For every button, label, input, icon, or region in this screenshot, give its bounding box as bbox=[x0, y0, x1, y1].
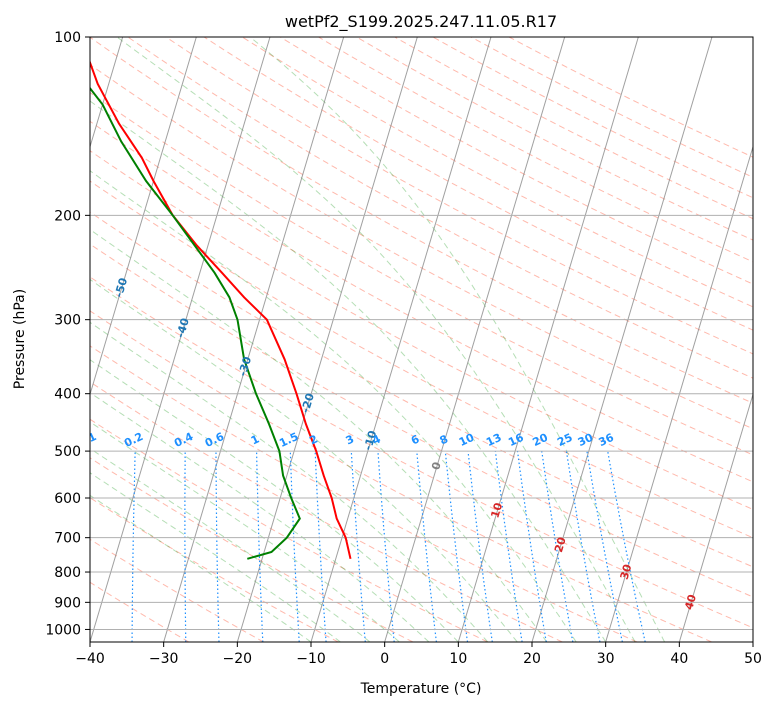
isotherm-line bbox=[310, 37, 492, 642]
isotherm-line bbox=[531, 37, 713, 642]
y-tick-label: 500 bbox=[54, 444, 81, 460]
x-tick-label: 50 bbox=[744, 651, 762, 667]
mixing-ratio-label: 20 bbox=[531, 431, 551, 449]
y-axis-label: Pressure (hPa) bbox=[12, 289, 28, 389]
warm-isotherm-label: 0 bbox=[429, 460, 444, 471]
x-tick-label: −40 bbox=[75, 651, 105, 667]
isotherm-label: -40 bbox=[174, 316, 192, 339]
isotherm-line bbox=[605, 145, 753, 642]
isotherm-line bbox=[90, 37, 197, 397]
isotherm-line bbox=[90, 37, 124, 149]
chart-title: wetPf2_S199.2025.247.11.05.R17 bbox=[285, 12, 557, 32]
moist-adiabat bbox=[90, 100, 607, 642]
moist-adiabat bbox=[90, 472, 341, 642]
dry-adiabat bbox=[90, 91, 753, 456]
mixing-ratio-label: 30 bbox=[576, 431, 596, 449]
x-tick-label: 40 bbox=[670, 651, 688, 667]
warm-isotherm-label: 40 bbox=[682, 593, 699, 612]
isopleth-labels: -100-90-80-70-60-50-40-30-20-10010203040… bbox=[75, 276, 699, 612]
mixing-ratio-label: 0.1 bbox=[75, 430, 98, 450]
dry-adiabat bbox=[90, 381, 563, 642]
moist-adiabat bbox=[90, 170, 577, 642]
mixing-ratio-line bbox=[607, 450, 646, 642]
y-tick-label: 400 bbox=[54, 387, 81, 403]
moist-adiabat bbox=[90, 392, 430, 642]
isotherm-label: -10 bbox=[361, 429, 379, 452]
warm-isotherm-label: 20 bbox=[552, 535, 569, 554]
dry-adiabat bbox=[90, 37, 753, 404]
x-tick-label: 10 bbox=[449, 651, 467, 667]
mixing-ratio-line bbox=[444, 451, 469, 642]
dry-adiabat bbox=[90, 276, 753, 629]
mixing-ratio-line bbox=[586, 450, 623, 642]
isotherm-line bbox=[163, 37, 345, 642]
mixing-ratio-line bbox=[494, 451, 523, 642]
y-tick-label: 200 bbox=[54, 208, 81, 224]
moist-adiabat bbox=[90, 278, 518, 642]
moist-adiabat bbox=[90, 447, 371, 642]
dry-adiabat bbox=[90, 211, 753, 568]
isotherm-label: -20 bbox=[299, 391, 317, 414]
moist-adiabat bbox=[90, 321, 489, 642]
x-tick-label: −20 bbox=[223, 651, 253, 667]
pressure-grid bbox=[90, 37, 753, 630]
dry-adiabat bbox=[90, 497, 339, 642]
isotherm-line bbox=[678, 392, 753, 642]
dewpoint-line bbox=[90, 86, 301, 560]
x-tick-label: 30 bbox=[597, 651, 615, 667]
background-lines bbox=[90, 37, 753, 642]
isotherm-label: -30 bbox=[236, 355, 254, 378]
isotherm-line bbox=[90, 37, 271, 642]
dry-adiabat bbox=[90, 64, 753, 430]
y-tick-label: 100 bbox=[54, 30, 81, 46]
x-tick-label: −30 bbox=[149, 651, 179, 667]
y-axis: 100 200 300 400 500 600 700 800 900 1000 bbox=[45, 30, 90, 638]
profile-lines bbox=[90, 57, 352, 560]
mixing-ratio-label: 36 bbox=[597, 431, 617, 449]
moist-adiabat bbox=[90, 421, 400, 642]
y-tick-label: 900 bbox=[54, 595, 81, 611]
temperature-line bbox=[90, 57, 352, 560]
x-tick-label: −10 bbox=[296, 651, 326, 667]
dry-adiabat bbox=[90, 310, 712, 642]
x-tick-label: 20 bbox=[523, 651, 541, 667]
mixing-ratio-label: 10 bbox=[457, 431, 477, 449]
x-axis-label: Temperature (°C) bbox=[360, 681, 482, 697]
isotherm-line bbox=[236, 37, 418, 642]
dry-adiabat bbox=[90, 120, 753, 483]
isotherm-line bbox=[457, 37, 639, 642]
y-tick-label: 700 bbox=[54, 531, 81, 547]
y-tick-label: 1000 bbox=[45, 622, 81, 638]
mixing-ratio-line bbox=[377, 451, 395, 642]
moist-adiabat bbox=[249, 37, 666, 642]
x-axis: −40 −30 −20 −10 0 10 20 30 40 50 bbox=[75, 642, 762, 667]
mixing-ratio-line bbox=[467, 451, 493, 642]
y-tick-label: 800 bbox=[54, 565, 81, 581]
isotherm-label: -50 bbox=[112, 276, 130, 299]
mixing-ratio-label: 13 bbox=[484, 431, 503, 449]
y-tick-label: 600 bbox=[54, 491, 81, 507]
plot-frame bbox=[89, 36, 754, 643]
mixing-ratio-label: 16 bbox=[506, 431, 526, 449]
mixing-ratio-line bbox=[416, 451, 437, 642]
warm-isotherm-label: 30 bbox=[618, 562, 635, 581]
mixing-ratio-label: 25 bbox=[555, 431, 574, 449]
y-tick-label: 300 bbox=[54, 313, 81, 329]
dry-adiabat bbox=[90, 457, 414, 642]
dry-adiabat bbox=[165, 37, 753, 355]
dry-adiabat bbox=[127, 37, 753, 379]
isotherm-line bbox=[384, 37, 566, 642]
warm-isotherm-label: 10 bbox=[488, 501, 505, 520]
moist-adiabat bbox=[90, 228, 548, 642]
dry-adiabat bbox=[90, 345, 638, 642]
mixing-ratio-line bbox=[350, 451, 366, 642]
x-tick-label: 0 bbox=[380, 651, 389, 667]
mixing-ratio-line bbox=[516, 451, 547, 642]
